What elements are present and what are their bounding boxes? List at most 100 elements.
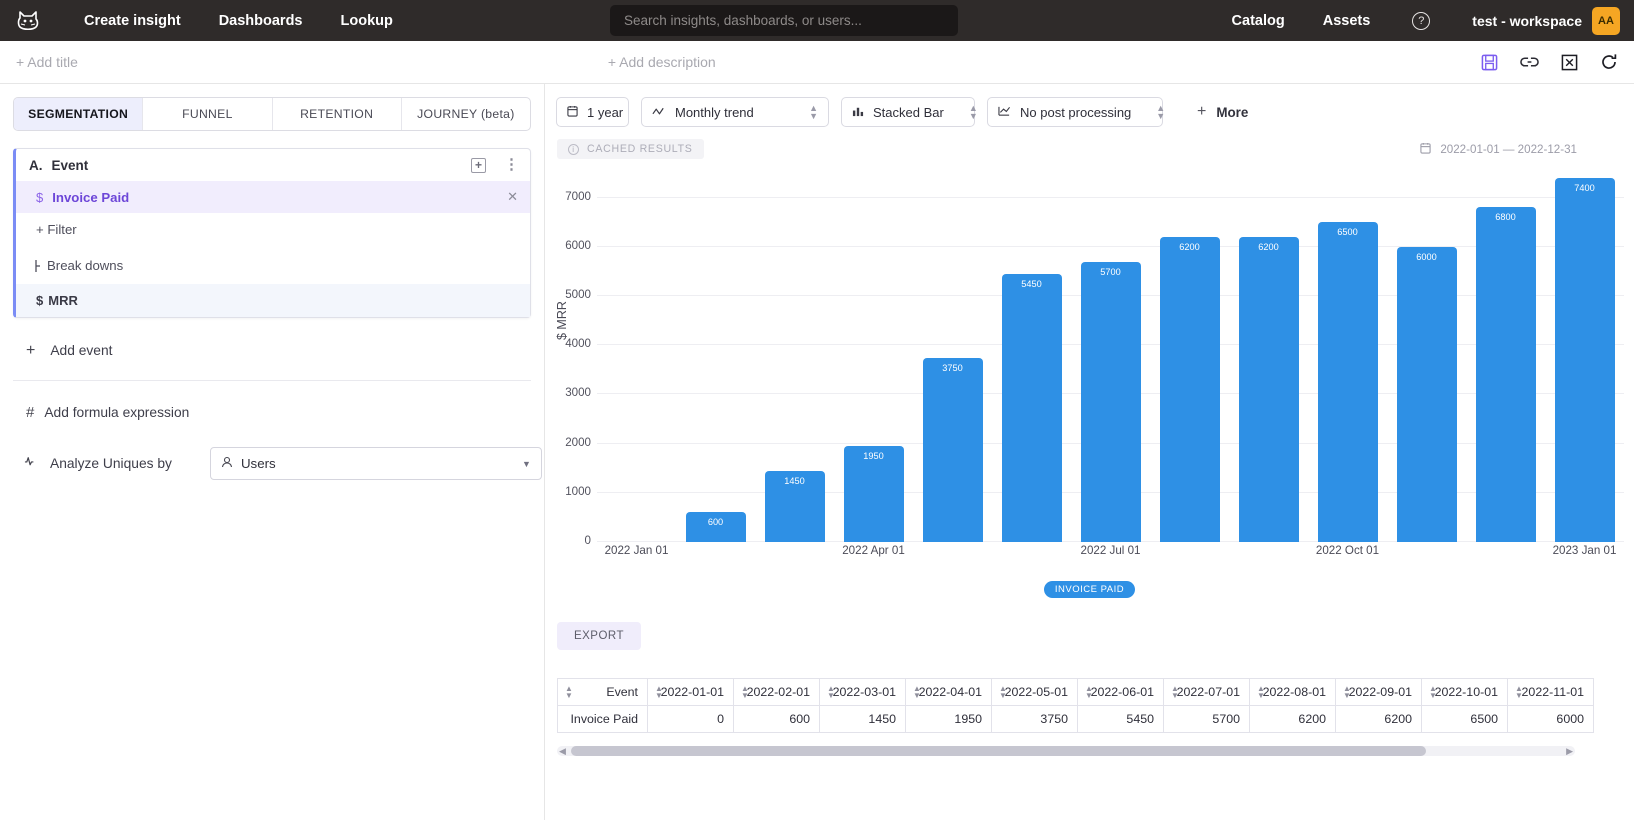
bar[interactable]: 1950 [843,446,904,542]
save-icon[interactable] [1481,54,1498,71]
bar-cell: 5450 [992,173,1071,542]
scroll-right-icon[interactable]: ▶ [1566,745,1573,756]
sort-icon[interactable]: ▲ ▼ [913,684,921,700]
table-header-label: 2022-11-01 [1521,685,1584,699]
bar[interactable]: 7400 [1554,177,1615,542]
table-header-cell[interactable]: ▲ ▼ 2022-10-01 [1421,678,1508,706]
sort-icon[interactable]: ▲ ▼ [1515,684,1523,700]
nav-catalog[interactable]: Catalog [1231,12,1285,29]
global-search-input[interactable]: Search insights, dashboards, or users... [610,5,958,36]
plus-icon-more: + [1197,103,1207,120]
table-header-cell[interactable]: ▲ ▼ 2022-07-01 [1163,678,1250,706]
add-breakdown-button[interactable]: Break downs [16,246,530,284]
table-header-cell[interactable]: ▲ ▼ 2022-06-01 [1077,678,1164,706]
avatar[interactable]: AA [1592,6,1620,35]
nav-lookup[interactable]: Lookup [340,12,393,29]
legend-item-invoice-paid[interactable]: INVOICE PAID [1043,581,1136,598]
sort-icon[interactable]: ▲ ▼ [1343,684,1351,700]
bar-cell [597,173,676,542]
tab-funnel[interactable]: FUNNEL [143,98,273,130]
tab-retention[interactable]: RETENTION [273,98,402,130]
table-row[interactable]: Invoice Paid 0 600 1450 1950 3750 5450 5700 6200… [557,705,1594,733]
bar-cell: 1450 [755,173,834,542]
nav-create-insight[interactable]: Create insight [84,12,181,29]
bar[interactable]: 6200 [1238,236,1299,542]
table-horizontal-scrollbar[interactable]: ◀ ▶ [557,746,1575,756]
metric-mrr-row[interactable]: $ MRR [16,284,530,317]
table-header-cell[interactable]: ▲ ▼ 2022-01-01 [647,678,734,706]
bar-value-label: 5450 [1021,278,1042,289]
bar-cell: 5700 [1071,173,1150,542]
event-card: A. Event + ⋮ $ Invoice Paid ✕ + Filter [13,148,531,318]
bar[interactable]: 6800 [1475,207,1536,542]
add-event-step-icon[interactable]: + [471,157,486,173]
table-header-cell[interactable]: ▲ ▼ Event [557,678,648,706]
table-header-cell[interactable]: ▲ ▼ 2022-03-01 [819,678,906,706]
cached-results-label: CACHED RESULTS [587,143,693,155]
table-header-label: 2022-05-01 [1004,685,1068,699]
refresh-icon[interactable] [1600,53,1618,71]
tab-segmentation[interactable]: SEGMENTATION [14,98,144,130]
pulse-icon [24,454,39,473]
table-cell-value: 1950 [905,705,992,733]
bar-value-label: 3750 [942,362,963,373]
bar[interactable]: 6500 [1317,222,1378,542]
bar[interactable]: 5700 [1080,261,1141,542]
table-header-cell[interactable]: ▲ ▼ 2022-08-01 [1249,678,1336,706]
sort-icon[interactable]: ▲ ▼ [1257,684,1265,700]
chart-type-select[interactable]: Stacked Bar ▲ ▼ [841,97,978,127]
analyze-uniques-select[interactable]: Users ▼ [209,447,542,480]
sort-icon[interactable]: ▲ ▼ [827,684,835,700]
event-card-menu-icon[interactable]: ⋮ [504,156,520,173]
sort-icon[interactable]: ▲ ▼ [1085,684,1093,700]
table-header-cell[interactable]: ▲ ▼ 2022-02-01 [733,678,820,706]
date-range-button[interactable]: 1 year [556,97,629,127]
bar[interactable]: 600 [685,512,746,542]
tab-journey[interactable]: JOURNEY (beta) [417,107,515,121]
bar[interactable]: 6000 [1396,246,1457,542]
sort-icon[interactable]: ▲ ▼ [655,684,663,700]
bar[interactable]: 1450 [764,470,825,542]
x-tick-label: 2022 Oct 01 [1315,544,1380,557]
add-event-button[interactable]: + Add event [26,342,544,358]
trend-select[interactable]: Monthly trend ▲ ▼ [641,97,829,127]
remove-event-icon[interactable]: ✕ [507,189,518,204]
bar[interactable]: 3750 [922,357,983,542]
sort-icon[interactable]: ▲ ▼ [1429,684,1437,700]
sort-icon[interactable]: ▲ ▼ [565,684,573,700]
link-icon[interactable] [1520,55,1539,69]
bar[interactable]: 5450 [1001,273,1062,542]
selected-event-row[interactable]: $ Invoice Paid ✕ [16,181,530,213]
analyze-uniques-row: Analyze Uniques by Users ▼ [24,447,544,480]
bar[interactable]: 6200 [1159,236,1220,542]
table-header-cell[interactable]: ▲ ▼ 2022-05-01 [991,678,1078,706]
sort-icon[interactable]: ▲ ▼ [1171,684,1179,700]
table-header-cell[interactable]: ▲ ▼ 2022-04-01 [905,678,992,706]
scrollbar-thumb[interactable] [571,746,1426,756]
x-axis-labels: 2022 Jan 01 2022 Apr 01 2022 Jul 01 2022 Oc… [597,544,1624,562]
add-description-input[interactable]: + Add description [607,54,716,70]
help-icon[interactable]: ? [1412,11,1431,30]
workspace-name[interactable]: test - workspace [1472,12,1582,29]
scroll-left-icon[interactable]: ◀ [559,745,566,756]
add-filter-button[interactable]: + Filter [36,222,77,237]
add-title-input[interactable]: + Add title [16,54,78,70]
export-button[interactable]: EXPORT [557,622,641,650]
table-header-cell[interactable]: ▲ ▼ 2022-11-01 [1507,678,1594,706]
more-options-button[interactable]: + More [1197,103,1248,121]
hash-icon: # [26,404,35,421]
nav-dashboards[interactable]: Dashboards [218,12,303,29]
app-logo-icon[interactable] [16,8,42,34]
sort-icon[interactable]: ▲ ▼ [999,684,1007,700]
table-header-cell[interactable]: ▲ ▼ 2022-09-01 [1335,678,1422,706]
nav-assets[interactable]: Assets [1322,12,1371,29]
post-processing-select[interactable]: No post processing ▲ ▼ [987,97,1165,127]
y-tick-label: 6000 [565,238,591,252]
close-box-icon[interactable] [1561,54,1578,71]
stepper-icon: ▲ ▼ [809,103,818,121]
add-formula-button[interactable]: # Add formula expression [26,404,544,421]
metric-mrr-label: MRR [48,293,78,308]
results-table-container: ▲ ▼ Event ▲ ▼ 2022-01-01 ▲ ▼ 2022-02-01 ▲ ▼ 2022-03… [557,678,1634,733]
y-tick-label: 5000 [565,288,591,301]
sort-icon[interactable]: ▲ ▼ [741,684,749,700]
